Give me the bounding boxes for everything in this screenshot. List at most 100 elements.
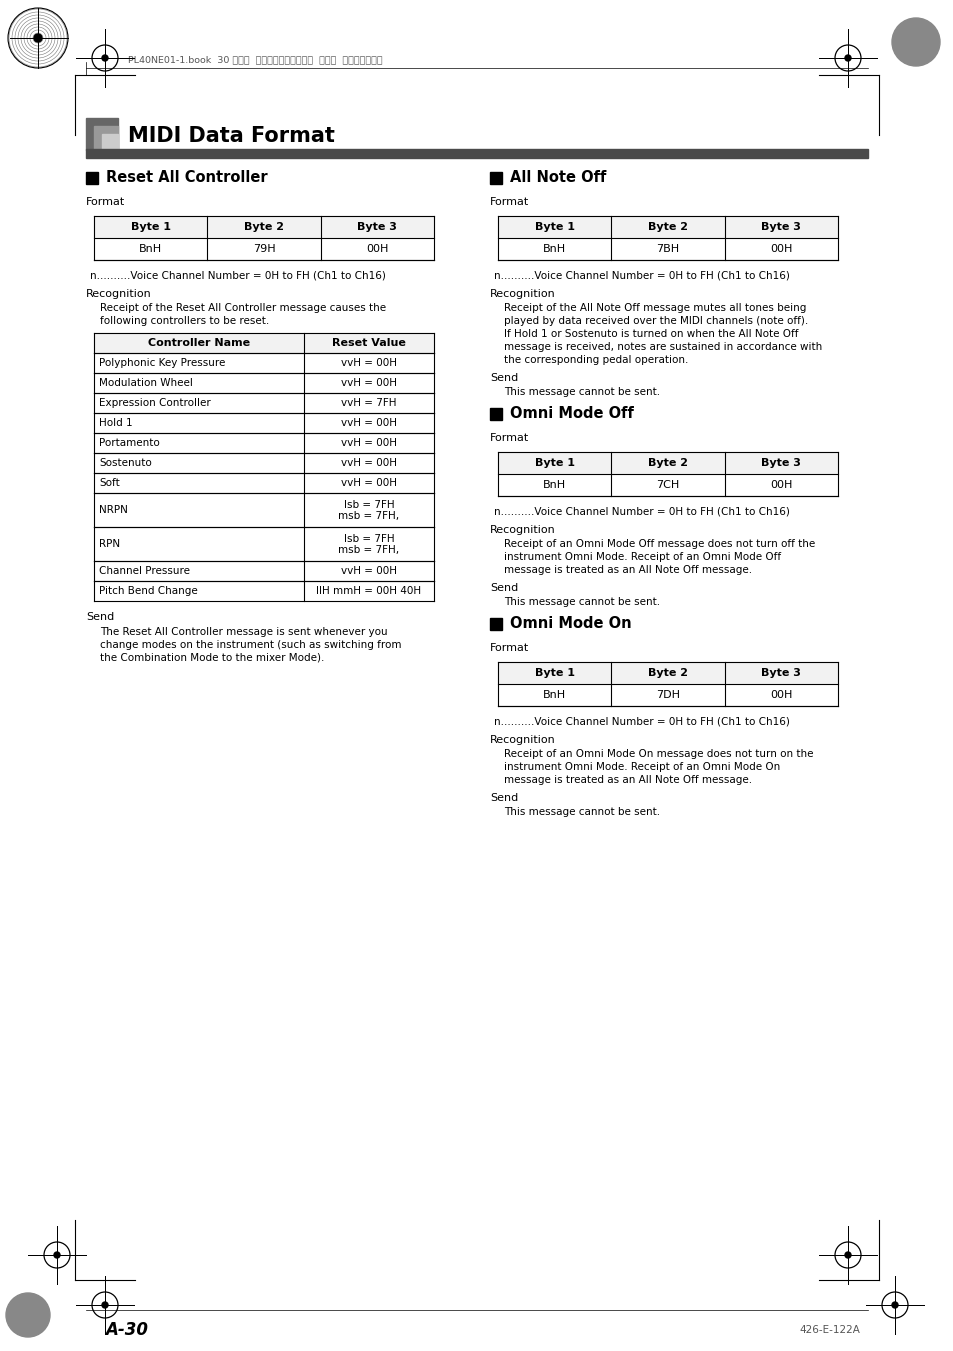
- Bar: [94, 581, 434, 601]
- Bar: [94, 373, 434, 393]
- Text: 7DH: 7DH: [656, 690, 679, 700]
- Text: Byte 3: Byte 3: [760, 222, 801, 232]
- Text: Byte 1: Byte 1: [131, 222, 171, 232]
- Text: vvH = 00H: vvH = 00H: [340, 358, 396, 367]
- Text: 00H: 00H: [366, 245, 388, 254]
- Circle shape: [6, 1293, 50, 1337]
- Text: change modes on the instrument (such as switching from: change modes on the instrument (such as …: [100, 640, 401, 650]
- Bar: [497, 216, 837, 238]
- Text: This message cannot be sent.: This message cannot be sent.: [503, 807, 659, 817]
- Text: n..........Voice Channel Number = 0H to FH (Ch1 to Ch16): n..........Voice Channel Number = 0H to …: [90, 272, 385, 281]
- Text: Byte 1: Byte 1: [534, 458, 574, 467]
- Text: Omni Mode Off: Omni Mode Off: [510, 407, 633, 422]
- Bar: [94, 332, 434, 353]
- Text: BnH: BnH: [542, 245, 566, 254]
- Text: following controllers to be reset.: following controllers to be reset.: [100, 316, 269, 326]
- Text: Recognition: Recognition: [490, 735, 556, 744]
- Text: n..........Voice Channel Number = 0H to FH (Ch1 to Ch16): n..........Voice Channel Number = 0H to …: [494, 717, 789, 727]
- Text: Sostenuto: Sostenuto: [99, 458, 152, 467]
- Text: BnH: BnH: [139, 245, 162, 254]
- Text: Channel Pressure: Channel Pressure: [99, 566, 190, 576]
- Bar: [94, 353, 434, 373]
- Text: 00H: 00H: [769, 690, 792, 700]
- Bar: [497, 238, 837, 259]
- Text: Modulation Wheel: Modulation Wheel: [99, 378, 193, 388]
- Text: Byte 2: Byte 2: [647, 458, 687, 467]
- Text: Soft: Soft: [99, 478, 120, 488]
- Bar: [94, 527, 434, 561]
- Text: Byte 3: Byte 3: [357, 222, 396, 232]
- Text: Reset All Controller: Reset All Controller: [106, 170, 268, 185]
- Circle shape: [34, 34, 42, 42]
- Text: message is received, notes are sustained in accordance with: message is received, notes are sustained…: [503, 342, 821, 353]
- Text: BnH: BnH: [542, 690, 566, 700]
- Text: Omni Mode On: Omni Mode On: [510, 616, 631, 631]
- Bar: [94, 453, 434, 473]
- Text: Portamento: Portamento: [99, 438, 159, 449]
- Text: BnH: BnH: [542, 480, 566, 490]
- Circle shape: [844, 55, 850, 61]
- Circle shape: [102, 55, 108, 61]
- Bar: [86, 172, 98, 184]
- Text: Byte 2: Byte 2: [647, 222, 687, 232]
- Text: Send: Send: [490, 793, 517, 802]
- Bar: [94, 238, 434, 259]
- Text: If Hold 1 or Sostenuto is turned on when the All Note Off: If Hold 1 or Sostenuto is turned on when…: [503, 330, 798, 339]
- Bar: [94, 493, 434, 527]
- Text: lsb = 7FH: lsb = 7FH: [343, 500, 394, 509]
- Text: Format: Format: [490, 434, 529, 443]
- Text: Send: Send: [490, 584, 517, 593]
- Text: Recognition: Recognition: [86, 289, 152, 299]
- Text: Polyphonic Key Pressure: Polyphonic Key Pressure: [99, 358, 225, 367]
- Circle shape: [54, 1252, 60, 1258]
- Text: Controller Name: Controller Name: [148, 338, 250, 349]
- Bar: [497, 662, 837, 684]
- Bar: [94, 413, 434, 434]
- Text: Byte 3: Byte 3: [760, 667, 801, 678]
- Bar: [94, 434, 434, 453]
- Text: This message cannot be sent.: This message cannot be sent.: [503, 386, 659, 397]
- Text: vvH = 00H: vvH = 00H: [340, 458, 396, 467]
- Text: Format: Format: [86, 197, 125, 207]
- Text: Reset Value: Reset Value: [332, 338, 406, 349]
- Text: vvH = 00H: vvH = 00H: [340, 566, 396, 576]
- Bar: [94, 561, 434, 581]
- Text: All Note Off: All Note Off: [510, 170, 606, 185]
- Text: Send: Send: [86, 612, 114, 621]
- Text: RPN: RPN: [99, 539, 120, 549]
- Text: Byte 2: Byte 2: [244, 222, 284, 232]
- Text: Receipt of an Omni Mode Off message does not turn off the: Receipt of an Omni Mode Off message does…: [503, 539, 815, 549]
- Circle shape: [891, 1302, 897, 1308]
- Text: Receipt of the All Note Off message mutes all tones being: Receipt of the All Note Off message mute…: [503, 303, 805, 313]
- Bar: [94, 126, 118, 150]
- Text: Byte 1: Byte 1: [534, 222, 574, 232]
- Text: 7BH: 7BH: [656, 245, 679, 254]
- Bar: [490, 172, 501, 184]
- Text: vvH = 00H: vvH = 00H: [340, 378, 396, 388]
- Text: Receipt of an Omni Mode On message does not turn on the: Receipt of an Omni Mode On message does …: [503, 748, 813, 759]
- Text: the corresponding pedal operation.: the corresponding pedal operation.: [503, 355, 688, 365]
- Text: This message cannot be sent.: This message cannot be sent.: [503, 597, 659, 607]
- Bar: [94, 393, 434, 413]
- Circle shape: [891, 18, 939, 66]
- Text: PL40NE01-1.book  30 ページ  ２００２年７月２３日  火曜日  午後６時５２分: PL40NE01-1.book 30 ページ ２００２年７月２３日 火曜日 午後…: [128, 55, 382, 65]
- Text: vvH = 00H: vvH = 00H: [340, 417, 396, 428]
- Text: Byte 1: Byte 1: [534, 667, 574, 678]
- Text: message is treated as an All Note Off message.: message is treated as an All Note Off me…: [503, 775, 751, 785]
- Text: message is treated as an All Note Off message.: message is treated as an All Note Off me…: [503, 565, 751, 576]
- Text: NRPN: NRPN: [99, 505, 128, 515]
- Circle shape: [844, 1252, 850, 1258]
- Text: llH mmH = 00H 40H: llH mmH = 00H 40H: [316, 586, 421, 596]
- Text: vvH = 00H: vvH = 00H: [340, 438, 396, 449]
- Text: 7CH: 7CH: [656, 480, 679, 490]
- Text: Send: Send: [490, 373, 517, 382]
- Bar: [94, 216, 434, 238]
- Text: Receipt of the Reset All Controller message causes the: Receipt of the Reset All Controller mess…: [100, 303, 386, 313]
- Text: vvH = 7FH: vvH = 7FH: [341, 399, 396, 408]
- Text: Pitch Bend Change: Pitch Bend Change: [99, 586, 197, 596]
- Bar: [497, 474, 837, 496]
- Text: msb = 7FH,: msb = 7FH,: [338, 511, 399, 521]
- Text: 00H: 00H: [769, 480, 792, 490]
- Text: n..........Voice Channel Number = 0H to FH (Ch1 to Ch16): n..........Voice Channel Number = 0H to …: [494, 507, 789, 517]
- Text: Format: Format: [490, 197, 529, 207]
